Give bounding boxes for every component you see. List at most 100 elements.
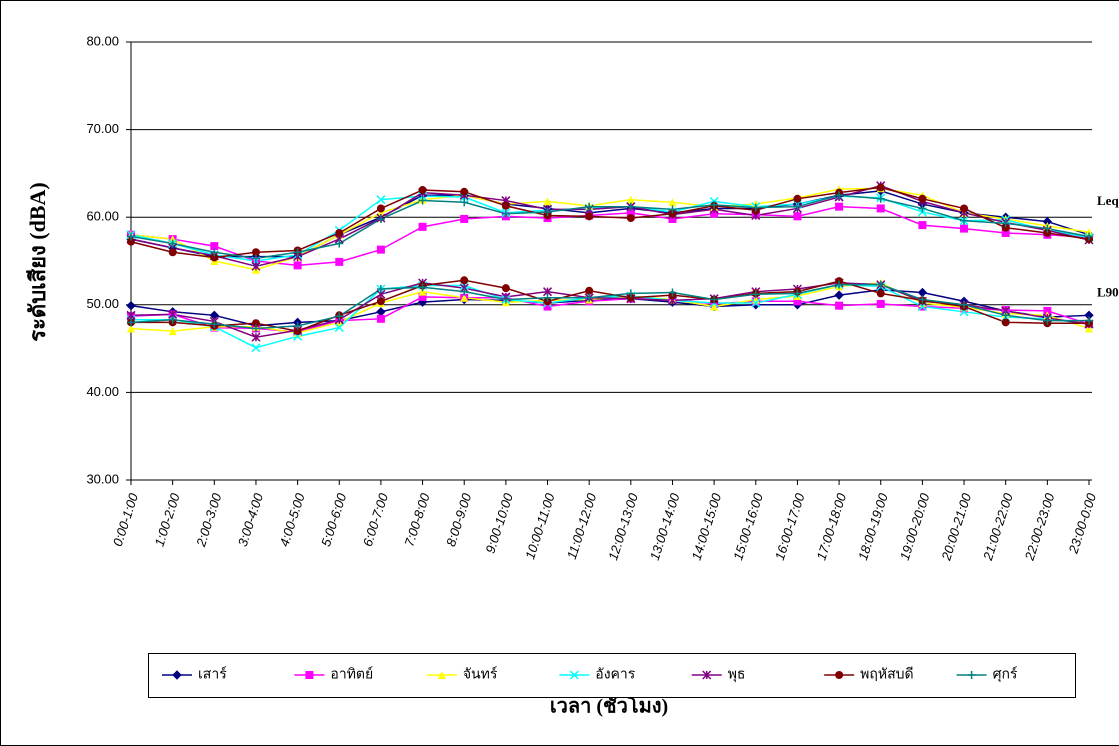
marker bbox=[1043, 224, 1052, 233]
marker bbox=[210, 320, 219, 329]
marker bbox=[793, 194, 802, 203]
marker bbox=[418, 292, 427, 301]
marker bbox=[626, 289, 635, 298]
marker bbox=[376, 314, 385, 323]
marker bbox=[172, 670, 182, 680]
marker bbox=[569, 670, 579, 680]
marker bbox=[835, 280, 844, 289]
legend-box bbox=[148, 653, 1076, 698]
y-tick-label: 70.00 bbox=[86, 121, 119, 136]
marker bbox=[334, 323, 344, 333]
marker bbox=[251, 332, 261, 342]
marker bbox=[585, 293, 594, 302]
marker bbox=[418, 283, 427, 292]
annotation: L90 bbox=[1097, 284, 1119, 299]
marker bbox=[1001, 219, 1010, 228]
marker bbox=[376, 195, 386, 205]
marker bbox=[835, 191, 844, 200]
marker bbox=[501, 295, 510, 304]
series-line bbox=[131, 279, 1089, 332]
legend-label: เสาร์ bbox=[198, 666, 227, 682]
marker bbox=[967, 671, 976, 679]
marker bbox=[668, 205, 677, 214]
marker bbox=[585, 286, 594, 295]
marker bbox=[127, 237, 135, 246]
marker bbox=[418, 287, 427, 296]
marker bbox=[127, 324, 135, 333]
marker bbox=[710, 295, 719, 304]
marker bbox=[834, 290, 844, 300]
y-tick-label: 40.00 bbox=[86, 384, 119, 399]
marker bbox=[460, 214, 469, 223]
marker bbox=[168, 248, 177, 257]
marker bbox=[668, 214, 677, 223]
marker bbox=[626, 293, 635, 302]
marker bbox=[376, 208, 385, 217]
legend-label: จันทร์ bbox=[463, 666, 498, 682]
marker bbox=[418, 196, 427, 205]
marker bbox=[543, 302, 552, 311]
marker bbox=[1001, 311, 1010, 320]
marker bbox=[305, 671, 314, 679]
marker bbox=[1001, 318, 1010, 327]
marker bbox=[793, 289, 802, 298]
marker bbox=[293, 248, 302, 257]
marker bbox=[1043, 228, 1052, 237]
marker bbox=[876, 289, 885, 298]
marker bbox=[376, 245, 385, 254]
marker bbox=[460, 198, 469, 207]
marker bbox=[293, 321, 302, 330]
marker bbox=[1043, 306, 1052, 315]
marker bbox=[460, 293, 469, 302]
marker bbox=[501, 209, 510, 218]
marker bbox=[835, 671, 844, 679]
marker bbox=[918, 221, 927, 230]
marker bbox=[418, 186, 427, 195]
marker bbox=[668, 198, 677, 207]
marker bbox=[793, 297, 802, 306]
marker bbox=[1001, 223, 1010, 232]
marker bbox=[335, 239, 344, 248]
marker bbox=[793, 212, 802, 221]
marker bbox=[626, 195, 635, 204]
marker bbox=[460, 276, 469, 285]
series-line bbox=[130, 186, 1090, 259]
marker bbox=[376, 285, 385, 294]
marker bbox=[793, 202, 802, 211]
marker bbox=[702, 670, 712, 680]
legend-label: อังคาร bbox=[595, 666, 635, 682]
marker bbox=[210, 248, 219, 257]
legend-label: ศุกร์ bbox=[993, 666, 1018, 683]
marker bbox=[835, 301, 844, 310]
legend-label: อาทิตย์ bbox=[330, 666, 373, 682]
marker bbox=[543, 207, 552, 216]
series-line bbox=[130, 184, 1090, 268]
marker bbox=[918, 295, 927, 304]
marker bbox=[293, 327, 302, 336]
marker bbox=[960, 216, 969, 225]
marker bbox=[876, 204, 885, 213]
series-line bbox=[130, 205, 1090, 267]
marker bbox=[876, 183, 885, 192]
marker bbox=[376, 214, 385, 223]
marker bbox=[668, 209, 677, 218]
marker bbox=[585, 202, 594, 211]
marker bbox=[918, 204, 927, 213]
marker bbox=[418, 222, 427, 231]
marker bbox=[960, 224, 969, 233]
marker bbox=[251, 343, 261, 353]
series-line bbox=[131, 283, 1090, 349]
marker bbox=[210, 253, 219, 262]
marker bbox=[437, 671, 446, 679]
annotation: Leq bbox=[1097, 193, 1119, 208]
legend-label: พุธ bbox=[728, 666, 746, 683]
y-tick-label: 50.00 bbox=[86, 296, 119, 311]
marker bbox=[501, 201, 510, 210]
marker bbox=[668, 288, 677, 297]
marker bbox=[335, 228, 344, 237]
marker bbox=[543, 293, 552, 302]
marker bbox=[585, 212, 594, 221]
marker bbox=[1085, 316, 1093, 325]
